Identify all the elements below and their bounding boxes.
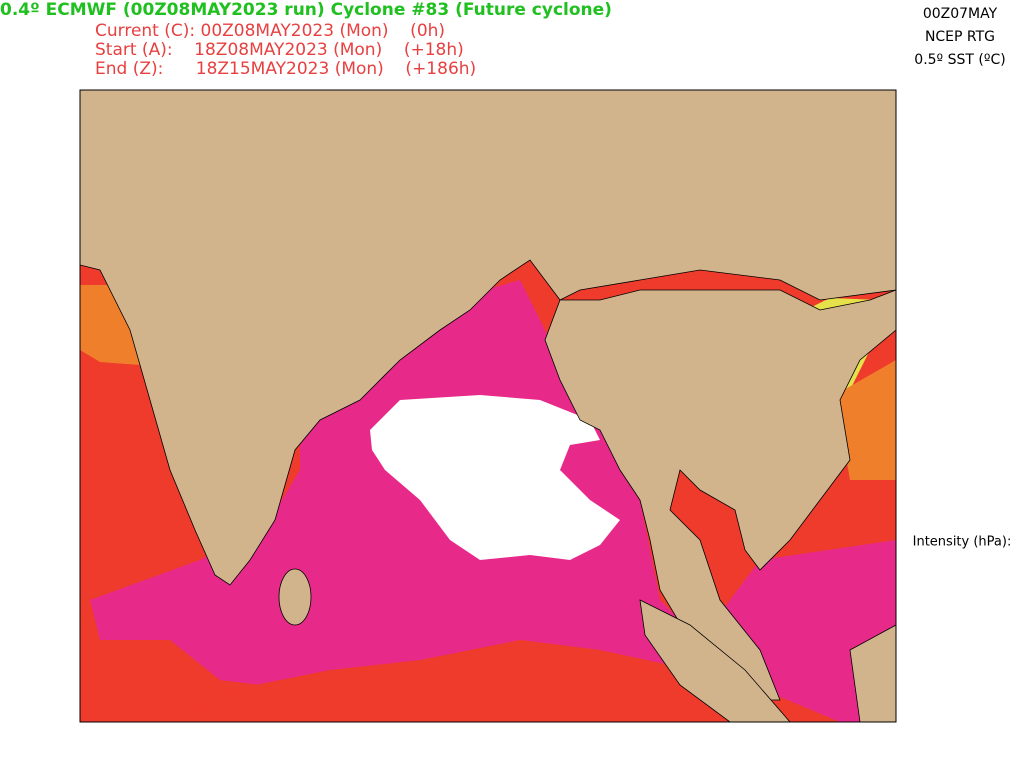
start-line: Start (A): 18Z08MAY2023 (Mon) (+18h) (95, 40, 464, 60)
land-india (80, 90, 896, 586)
sst-31 (370, 395, 620, 560)
run-date: 00Z07MAY (923, 6, 998, 22)
sst-28-east (835, 360, 896, 480)
end-line: End (Z): 18Z15MAY2023 (Mon) (+186h) (95, 59, 476, 79)
land-sumatra (639, 599, 791, 722)
land-sri-lanka (278, 568, 312, 626)
map-frame (79, 89, 897, 723)
land-se-asia (544, 289, 896, 701)
map-fields (80, 90, 896, 722)
current-line: Current (C): 00Z08MAY2023 (Mon) (0h) (95, 21, 445, 41)
intensity-title: Intensity (hPa): (913, 535, 1012, 550)
sst-source: NCEP RTG (925, 29, 995, 45)
sst-29-south (180, 640, 760, 722)
land-borneo (849, 624, 896, 722)
sst-28-west (80, 285, 140, 365)
title: 0.4º ECMWF (00Z08MAY2023 run) Cyclone #8… (0, 0, 612, 20)
sst-units: 0.5º SST (ºC) (914, 52, 1005, 68)
land (80, 90, 896, 722)
